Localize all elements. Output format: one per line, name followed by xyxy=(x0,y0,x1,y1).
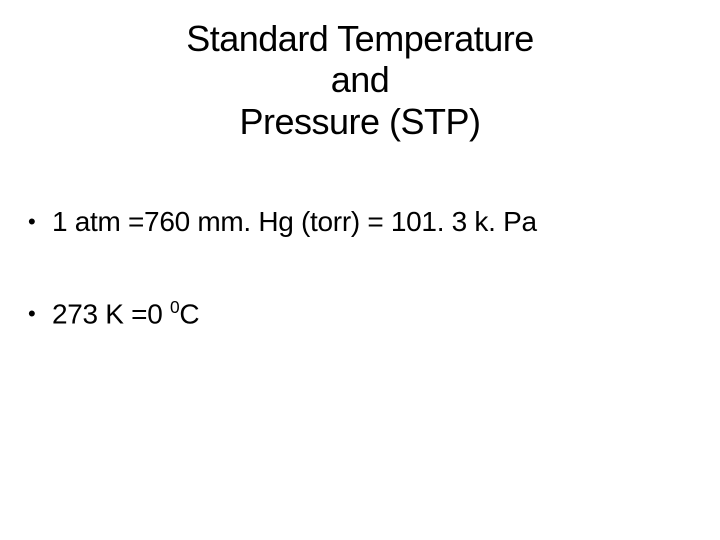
title-line-3: Pressure (STP) xyxy=(0,101,720,142)
bullet-item: •273 K =0 0C xyxy=(28,297,537,331)
bullet-text: 1 atm =760 mm. Hg (torr) = 101. 3 k. Pa xyxy=(52,205,537,239)
bullet-item: •1 atm =760 mm. Hg (torr) = 101. 3 k. Pa xyxy=(28,205,537,239)
title-line-1: Standard Temperature xyxy=(0,18,720,59)
bullet-dot-icon: • xyxy=(28,211,52,233)
bullet-dot-icon: • xyxy=(28,303,52,325)
title-line-2: and xyxy=(0,59,720,100)
bullet-list: •1 atm =760 mm. Hg (torr) = 101. 3 k. Pa… xyxy=(28,205,537,389)
bullet-text: 273 K =0 0C xyxy=(52,297,199,331)
slide-title: Standard Temperature and Pressure (STP) xyxy=(0,18,720,142)
